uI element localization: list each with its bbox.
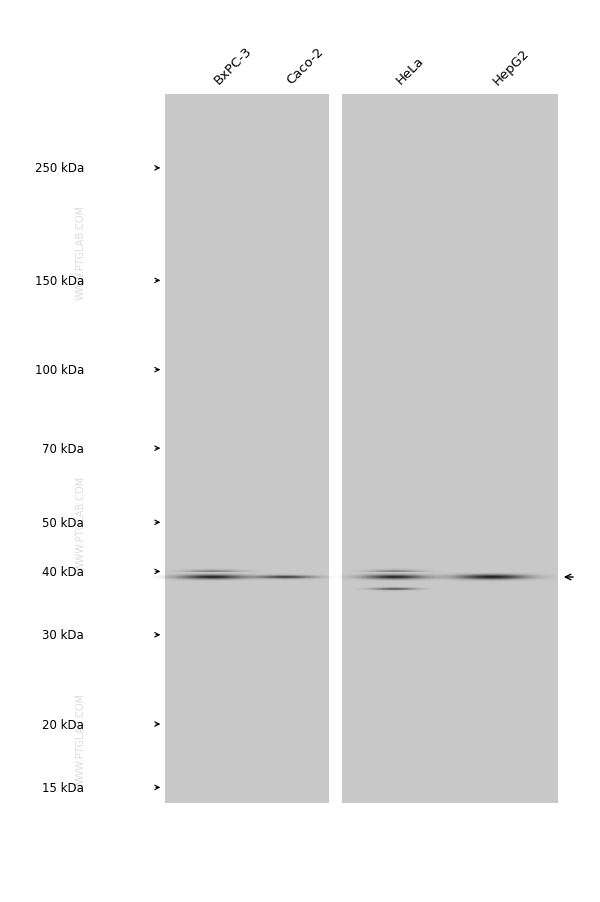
Text: WWW.PTGLAB.COM: WWW.PTGLAB.COM — [76, 475, 86, 571]
Text: 100 kDa: 100 kDa — [35, 364, 84, 377]
Text: HepG2: HepG2 — [491, 46, 532, 87]
Text: 50 kDa: 50 kDa — [42, 516, 84, 529]
Text: WWW.PTGLAB.COM: WWW.PTGLAB.COM — [76, 205, 86, 300]
Text: 40 kDa: 40 kDa — [42, 566, 84, 578]
Text: 70 kDa: 70 kDa — [42, 442, 84, 456]
Text: BxPC-3: BxPC-3 — [212, 45, 254, 87]
Text: 20 kDa: 20 kDa — [42, 718, 84, 731]
Text: Caco-2: Caco-2 — [284, 46, 326, 87]
Text: 150 kDa: 150 kDa — [35, 274, 84, 288]
Bar — [342, 95, 558, 803]
Bar — [165, 95, 329, 803]
Text: WWW.PTGLAB.COM: WWW.PTGLAB.COM — [76, 692, 86, 787]
Text: HeLa: HeLa — [394, 55, 427, 87]
Text: 250 kDa: 250 kDa — [35, 162, 84, 175]
Text: 15 kDa: 15 kDa — [42, 781, 84, 794]
Text: 30 kDa: 30 kDa — [42, 629, 84, 641]
